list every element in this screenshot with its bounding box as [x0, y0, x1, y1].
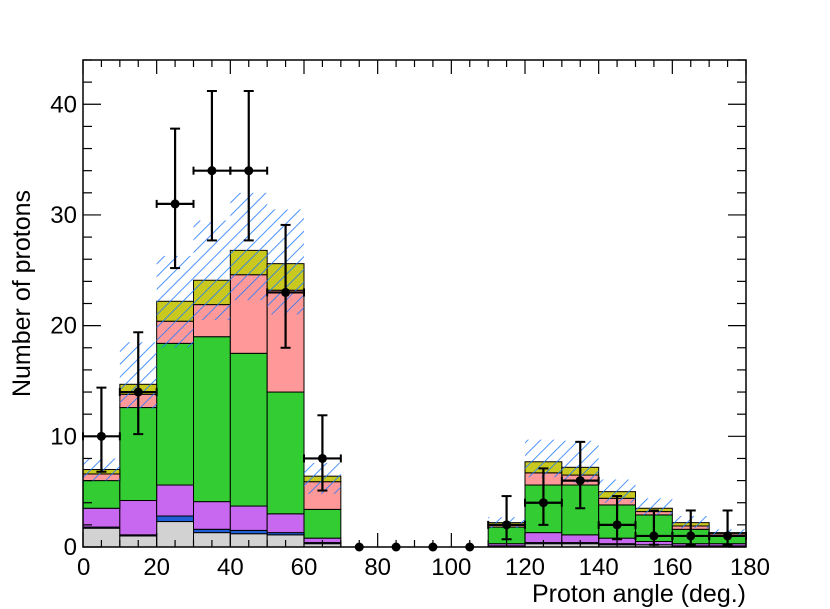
uncertainty-band-bin-15 — [635, 498, 673, 515]
data-point-15 — [649, 531, 659, 541]
stack-bar-2-bin-0 — [82, 507, 121, 528]
y-tick-label-10: 10 — [50, 423, 77, 450]
x-tick-label-40: 40 — [217, 554, 244, 581]
x-tick-label-20: 20 — [143, 554, 170, 581]
axes — [82, 59, 747, 548]
data-point-13 — [575, 476, 585, 486]
x-tick-label-80: 80 — [364, 554, 391, 581]
x-axis-title: Proton angle (deg.) — [532, 580, 746, 608]
data-point-16 — [686, 531, 696, 541]
data-point-6 — [317, 453, 327, 463]
data-point-14 — [612, 520, 622, 530]
data-point-2 — [170, 199, 180, 209]
y-axis-title: Number of protons — [8, 190, 36, 397]
stack-bar-2-bin-3 — [193, 501, 231, 530]
stack-bar-2-bin-1 — [119, 500, 158, 536]
data-point-0 — [96, 431, 106, 441]
uncertainty-band-bin-14 — [598, 479, 636, 503]
x-tick-label-160: 160 — [652, 554, 692, 581]
y-tick-label-20: 20 — [50, 313, 77, 340]
y-tick-label-40: 40 — [50, 91, 77, 118]
x-tick-label-120: 120 — [505, 554, 545, 581]
x-tick-label-60: 60 — [291, 554, 318, 581]
uncertainty-band-bin-2 — [156, 255, 194, 348]
x-tick-label-180: 180 — [730, 554, 770, 581]
stack-bar-3-bin-6 — [303, 508, 342, 539]
stack-bar-3-bin-4 — [229, 352, 268, 507]
data-point-4 — [244, 166, 254, 176]
data-points — [82, 89, 747, 552]
data-point-5 — [281, 287, 291, 297]
data-point-12 — [538, 498, 548, 508]
data-point-11 — [502, 520, 512, 530]
stack-bar-3-bin-5 — [266, 391, 305, 515]
stack-bar-3-bin-3 — [193, 336, 231, 503]
stack-bar-2-bin-5 — [266, 513, 305, 534]
stack-bar-2-bin-2 — [156, 484, 195, 517]
data-point-17 — [723, 531, 733, 541]
axis-labels: Proton angle (deg.) Number of protons 0 2… — [8, 91, 770, 608]
x-tick-label-140: 140 — [579, 554, 619, 581]
stack-bar-3-bin-2 — [156, 342, 195, 486]
data-point-3 — [207, 166, 217, 176]
stack-bar-3-bin-0 — [82, 480, 121, 509]
x-tick-label-100: 100 — [431, 554, 471, 581]
data-point-1 — [133, 387, 143, 397]
x-tick-label-0: 0 — [77, 554, 90, 581]
y-tick-label-30: 30 — [50, 202, 77, 229]
y-tick-label-0: 0 — [64, 534, 77, 561]
stack-bar-1-bin-2 — [156, 515, 195, 523]
stack-bar-2-bin-4 — [229, 505, 268, 531]
